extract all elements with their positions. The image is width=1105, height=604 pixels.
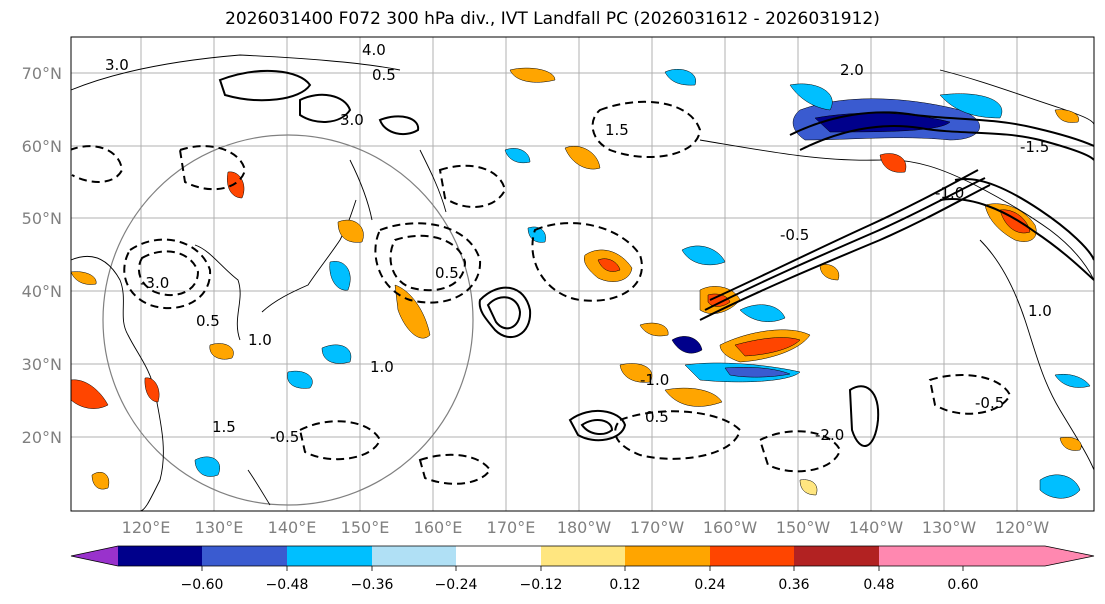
lat-label: 60°N (22, 137, 62, 156)
colorbar-swatch (710, 546, 794, 566)
colorbar: −0.60 −0.48 −0.36 −0.24 −0.12 0.12 0.24 … (70, 545, 1095, 593)
plot-border (70, 36, 1095, 512)
ivt-contours (218, 70, 1094, 447)
contour-label: 1.0 (248, 331, 272, 349)
contour-label: 4.0 (362, 41, 386, 59)
colorbar-swatch (118, 546, 202, 566)
contour-label: 0.5 (196, 312, 220, 330)
lon-label: 130°W (922, 518, 977, 537)
colorbar-tick-label: 0.12 (609, 577, 640, 593)
contour-label: -0.5 (780, 226, 809, 244)
colorbar-tick-label: −0.24 (435, 577, 478, 593)
colorbar-tick-label: −0.48 (266, 577, 309, 593)
colorbar-swatch (879, 546, 963, 566)
colorbar-swatch (794, 546, 879, 566)
colorbar-swatch (202, 546, 287, 566)
lon-label: 140°W (849, 518, 904, 537)
map-title: 2026031400 F072 300 hPa div., IVT Landfa… (225, 9, 880, 29)
contour-label: -0.5 (270, 428, 299, 446)
lat-label: 40°N (22, 282, 62, 301)
contour-label: 0.5 (372, 66, 396, 84)
colorbar-extend-low (71, 546, 118, 566)
colorbar-tick-label: −0.12 (520, 577, 563, 593)
lon-label: 150°E (341, 518, 390, 537)
lon-label: 120°E (122, 518, 171, 537)
longitude-labels: 120°E 130°E 140°E 150°E 160°E 170°E 180°… (122, 518, 1050, 537)
coastlines (71, 54, 1094, 511)
contour-label: -2.0 (815, 426, 844, 444)
lon-label: 160°W (703, 518, 758, 537)
divergence-contours-negative (71, 100, 1012, 485)
contour-label: 0.5 (435, 264, 459, 282)
colorbar-swatch (541, 546, 625, 566)
contour-label: 1.0 (1028, 302, 1052, 320)
contour-label: -0.5 (975, 394, 1004, 412)
colorbar-swatch (287, 546, 372, 566)
latitude-labels: 70°N 60°N 50°N 40°N 30°N 20°N (22, 64, 62, 447)
contour-label: -3.0 (140, 274, 169, 292)
contour-label: 3.0 (340, 111, 364, 129)
colorbar-extend-high (963, 546, 1094, 566)
colorbar-tick-marks (201, 566, 964, 571)
colorbar-swatch (456, 546, 541, 566)
lat-label: 70°N (22, 64, 62, 83)
lon-label: 120°W (995, 518, 1050, 537)
contour-label: 0.5 (645, 408, 669, 426)
lon-label: 130°E (195, 518, 244, 537)
contour-label: 2.0 (840, 61, 864, 79)
lat-label: 30°N (22, 355, 62, 374)
contour-labels: 4.0 3.0 3.0 2.0 1.5 1.5 1.0 1.0 1.0 0.5 … (105, 41, 1052, 446)
lon-label: 170°W (630, 518, 685, 537)
contour-label: -1.0 (935, 184, 964, 202)
contour-label: -1.0 (640, 371, 669, 389)
colorbar-tick-label: 0.48 (863, 577, 894, 593)
lat-label: 20°N (22, 428, 62, 447)
colorbar-tick-label: −0.36 (351, 577, 394, 593)
lon-label: 150°W (776, 518, 831, 537)
lon-label: 160°E (414, 518, 463, 537)
contour-label: 3.0 (105, 56, 129, 74)
colorbar-tick-label: 0.36 (778, 577, 809, 593)
lat-label: 50°N (22, 209, 62, 228)
lon-label: 180°W (557, 518, 612, 537)
contour-label: 1.0 (370, 358, 394, 376)
colorbar-tick-label: 0.24 (694, 577, 725, 593)
colorbar-tick-label: 0.60 (947, 577, 978, 593)
contour-label: 1.5 (212, 418, 236, 436)
colorbar-tick-label: −0.60 (181, 577, 224, 593)
colorbar-swatch (625, 546, 710, 566)
divergence-fills (71, 67, 1091, 499)
colorbar-swatch (372, 546, 456, 566)
colorbar-outline (70, 545, 1095, 567)
lon-label: 140°E (268, 518, 317, 537)
lon-label: 170°E (487, 518, 536, 537)
contour-label: 1.5 (605, 121, 629, 139)
contour-label: -1.5 (1020, 138, 1049, 156)
region-circle (102, 134, 474, 506)
